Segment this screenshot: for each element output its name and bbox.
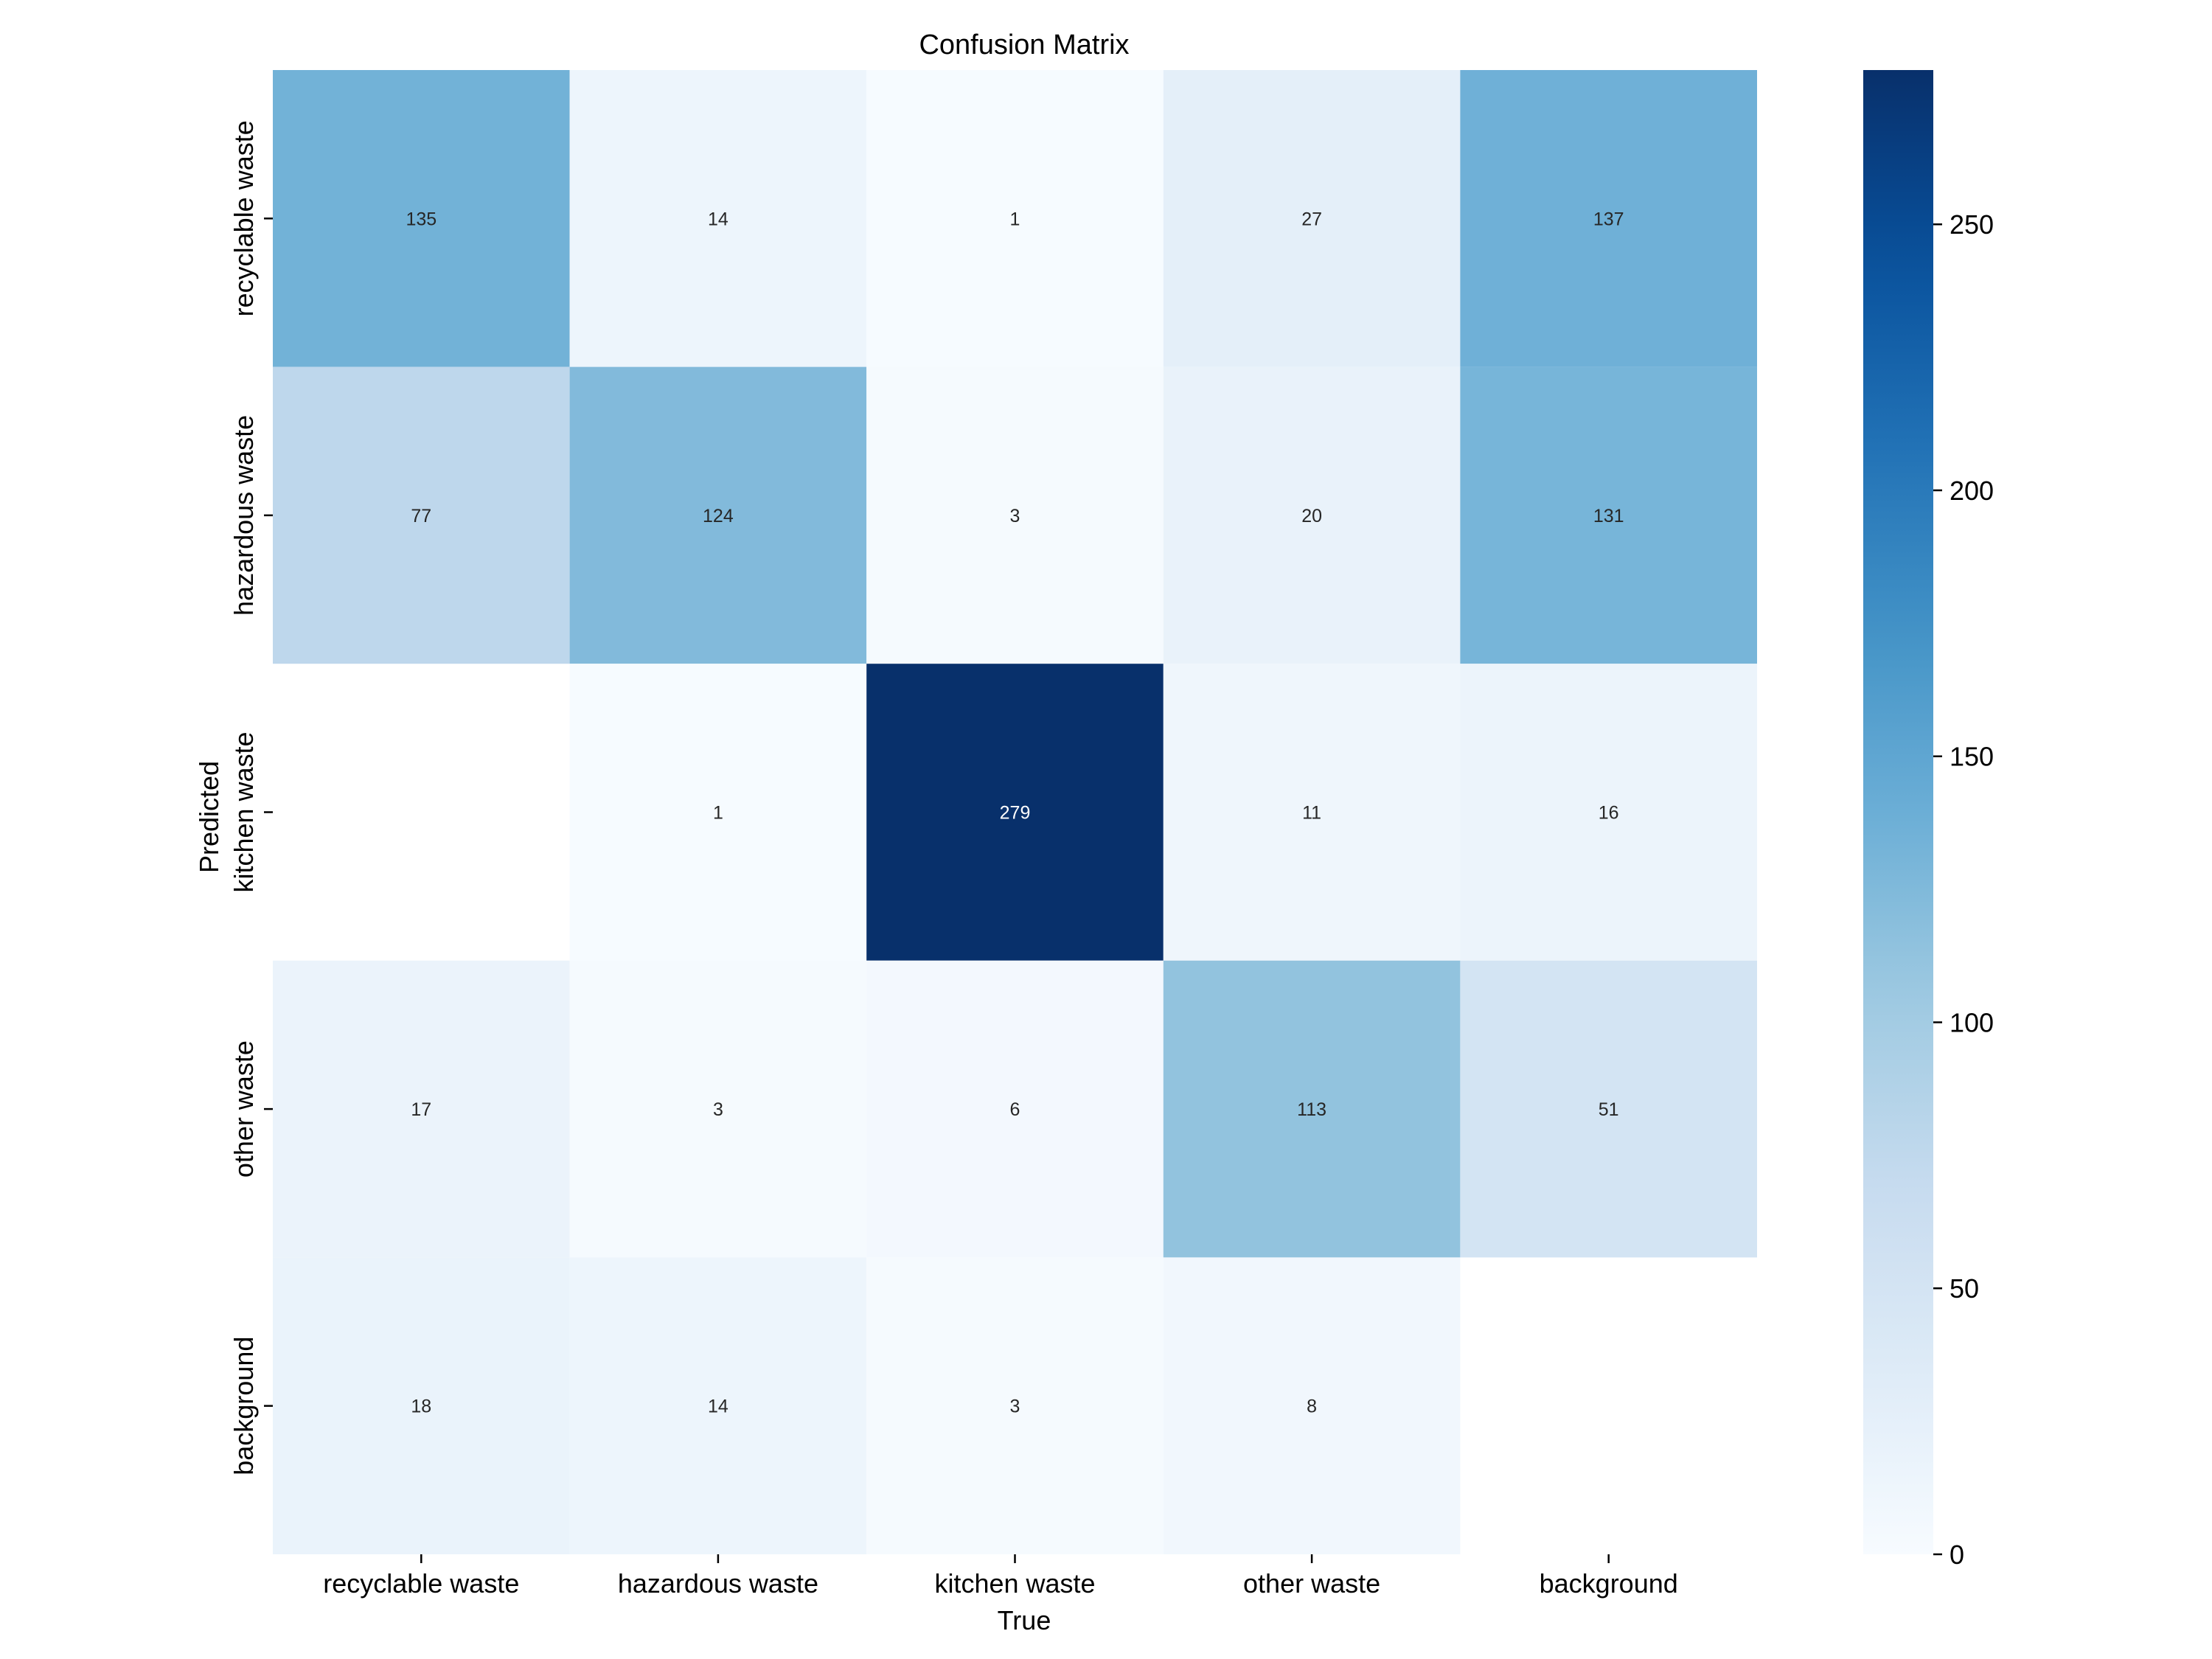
colorbar-tick-label: 50 [1950, 1273, 1979, 1304]
colorbar-tick-label: 0 [1950, 1540, 1964, 1570]
colorbar-tick-label: 200 [1950, 476, 1994, 506]
heatmap-cell [866, 960, 1164, 1258]
heatmap-cell [273, 1257, 570, 1554]
colorbar-tick-label: 100 [1950, 1007, 1994, 1037]
heatmap-cell [1163, 664, 1461, 961]
heatmap-cell [866, 366, 1164, 664]
x-tick-label: hazardous waste [618, 1568, 818, 1599]
cell-value-label: 27 [1301, 209, 1322, 229]
x-axis: recyclable waste hazardous waste kitchen w… [323, 1554, 1678, 1599]
heatmap-cell [569, 70, 867, 367]
cell-value-label: 131 [1593, 506, 1624, 526]
cell-value-label: 135 [406, 209, 437, 229]
chart-title: Confusion Matrix [919, 29, 1129, 60]
heatmap-cell [1163, 960, 1461, 1258]
heatmap-cells: 135 14 1 27 137 77 124 3 20 131 1 279 11 16 17 3 6 113 51 1… [273, 70, 1757, 1554]
cell-value-label: 20 [1301, 506, 1322, 526]
cell-value-label: 8 [1307, 1397, 1317, 1417]
cell-value-label: 77 [411, 506, 431, 526]
cell-value-label: 3 [1010, 1397, 1020, 1417]
colorbar: 0 50 100 150 200 250 [1863, 70, 1994, 1570]
y-tick-label: background [229, 1337, 259, 1475]
heatmap-cell [866, 1257, 1164, 1554]
heatmap-cell [569, 664, 867, 961]
y-tick-label: other waste [229, 1040, 259, 1178]
heatmap-cell [866, 70, 1164, 367]
x-axis-label: True [998, 1605, 1051, 1635]
colorbar-tick-label: 150 [1950, 742, 1994, 772]
heatmap-cell [1163, 366, 1461, 664]
cell-value-label: 17 [411, 1099, 431, 1120]
heatmap-cell [273, 366, 570, 664]
y-axis-label: Predicted [194, 761, 224, 873]
heatmap-cell [273, 960, 570, 1258]
y-axis: recyclable waste hazardous waste kitchen w… [229, 120, 273, 1475]
cell-value-label: 3 [713, 1099, 723, 1120]
cell-value-label: 18 [411, 1397, 431, 1417]
x-tick-label: background [1540, 1568, 1678, 1599]
cell-value-label: 1 [713, 803, 723, 824]
heatmap-cell [569, 960, 867, 1258]
cell-value-label: 3 [1010, 506, 1020, 526]
cell-value-label: 279 [1000, 803, 1031, 824]
heatmap-cell [1163, 70, 1461, 367]
cell-value-label: 1 [1010, 209, 1020, 229]
heatmap-cell [1460, 960, 1757, 1258]
x-tick-label: recyclable waste [323, 1568, 519, 1599]
cell-value-label: 11 [1302, 803, 1321, 824]
x-tick-label: kitchen waste [934, 1568, 1095, 1599]
y-tick-label: hazardous waste [229, 415, 259, 616]
y-tick-label: recyclable waste [229, 120, 259, 316]
heatmap-cell [569, 1257, 867, 1554]
cell-value-label: 16 [1599, 803, 1619, 824]
heatmap-cell [866, 664, 1164, 961]
heatmap-cell [1460, 664, 1757, 961]
x-tick-label: other waste [1243, 1568, 1380, 1599]
y-tick-label: kitchen waste [229, 731, 259, 892]
cell-value-label: 51 [1599, 1099, 1619, 1120]
colorbar-tick-label: 250 [1950, 209, 1994, 240]
cell-value-label: 14 [708, 209, 728, 229]
cell-value-label: 137 [1593, 209, 1624, 229]
cell-value-label: 113 [1297, 1099, 1326, 1120]
cell-value-label: 6 [1010, 1099, 1020, 1120]
heatmap-cell [1460, 366, 1757, 664]
colorbar-gradient [1863, 70, 1933, 1554]
cell-value-label: 124 [703, 506, 734, 526]
heatmap-cell [273, 70, 570, 367]
heatmap-cell [569, 366, 867, 664]
heatmap-cell [1163, 1257, 1461, 1554]
heatmap-cell [1460, 70, 1757, 367]
cell-value-label: 14 [708, 1397, 728, 1417]
